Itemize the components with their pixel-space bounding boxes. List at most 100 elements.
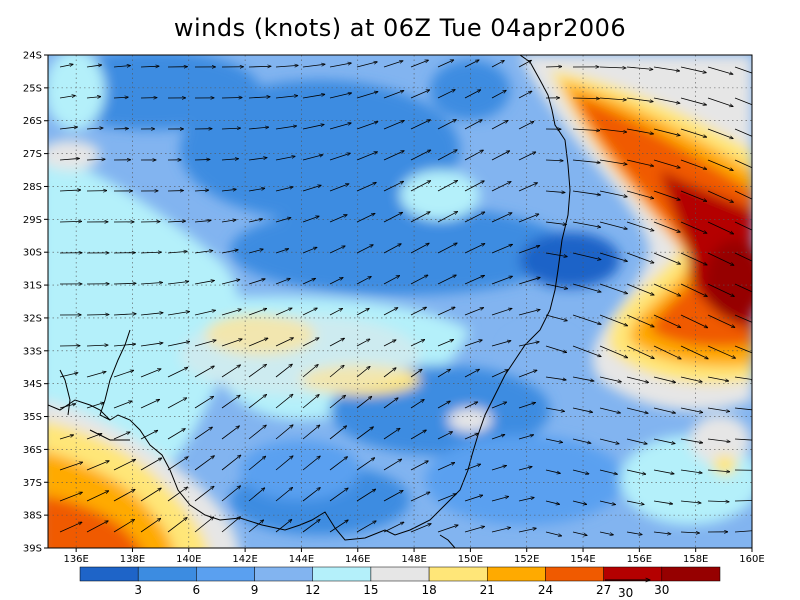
wind-arrow	[545, 376, 566, 380]
wind-arrow	[626, 407, 648, 413]
wind-arrow	[599, 128, 627, 132]
wind-arrow	[410, 340, 425, 347]
wind-arrow	[59, 435, 74, 440]
wind-arrow	[410, 243, 429, 254]
wind-arrow	[383, 459, 402, 471]
wind-arrow	[383, 490, 403, 502]
wind-arrow	[302, 338, 319, 347]
lon-tick-label: 150E	[458, 554, 483, 565]
wind-arrow	[572, 283, 601, 292]
wind-arrow	[410, 369, 422, 378]
wind-arrow	[275, 308, 292, 316]
wind-arrow	[464, 244, 485, 254]
wind-arrow	[329, 63, 351, 68]
wind-arrow	[626, 190, 654, 198]
wind-arrow	[545, 66, 562, 67]
colorbar-swatch	[312, 566, 372, 582]
wind-arrow	[356, 308, 369, 316]
wind-arrow	[464, 150, 483, 161]
wind-arrow	[437, 369, 450, 378]
lat-tick-label: 26S	[23, 116, 42, 127]
wind-arrow	[491, 434, 505, 440]
wind-arrow	[680, 500, 701, 503]
wind-arrow	[248, 279, 265, 285]
lon-tick-label: 148E	[401, 554, 426, 565]
wind-arrow	[86, 65, 102, 68]
wind-arrow	[680, 252, 707, 265]
wind-arrow	[248, 338, 268, 347]
wind-arrow	[221, 97, 242, 98]
wind-arrow	[140, 252, 161, 253]
wind-arrow	[302, 519, 320, 533]
lat-tick-label: 31S	[23, 281, 42, 292]
wind-arrow	[491, 370, 508, 378]
wind-arrow	[194, 280, 214, 285]
wind-arrow	[113, 401, 132, 409]
wind-speed-shading	[48, 55, 752, 548]
wind-arrow	[221, 339, 242, 347]
wind-arrow	[194, 486, 214, 502]
wind-arrow	[140, 369, 161, 378]
wind-arrow	[113, 432, 130, 440]
map-title: winds (knots) at 06Z Tue 04apr2006	[173, 14, 627, 42]
wind-arrow	[734, 314, 752, 323]
wind-arrow	[680, 407, 703, 412]
wind-arrow	[356, 62, 377, 68]
wind-arrow	[356, 245, 373, 254]
wind-arrow	[329, 278, 343, 285]
wind-arrow	[410, 275, 428, 285]
wind-arrow	[59, 462, 83, 471]
wind-arrow	[545, 438, 563, 442]
wind-arrow	[437, 212, 457, 223]
wind-arrow	[653, 500, 673, 504]
wind-arrow	[356, 213, 375, 223]
wind-arrow	[626, 128, 653, 134]
wind-arrow	[302, 247, 317, 254]
colorbar-label: 9	[251, 583, 259, 597]
lat-tick-label: 39S	[23, 544, 42, 555]
colorbar-label: 21	[480, 583, 495, 597]
wind-arrow	[437, 401, 450, 409]
wind-arrow	[248, 425, 266, 440]
wind-arrow	[680, 469, 702, 473]
colorbar-swatch	[428, 566, 488, 582]
wind-arrow	[491, 341, 511, 347]
colorbar-label: 27	[596, 583, 611, 597]
wind-arrow	[113, 459, 136, 471]
wind-arrow	[491, 466, 506, 471]
colorbar-label: 3	[134, 583, 142, 597]
wind-arrow	[653, 283, 681, 296]
wind-arrow	[626, 500, 644, 504]
wind-arrow	[653, 314, 681, 328]
wind-arrow	[707, 283, 734, 297]
lat-tick-label: 34S	[23, 379, 42, 390]
wind-arrow	[518, 91, 532, 99]
wind-arrow	[491, 496, 509, 502]
wind-arrow	[383, 244, 401, 254]
colorbar-label: 15	[363, 583, 378, 597]
wind-arrow	[248, 249, 263, 254]
wind-arrow	[194, 517, 214, 533]
wind-arrow	[356, 521, 376, 533]
wind-arrow	[464, 60, 479, 68]
wind-arrow	[707, 159, 733, 171]
wind-arrow	[383, 276, 400, 285]
wind-arrow	[167, 341, 190, 347]
latitude-axis: 24S 25S 26S 27S 28S 29S 30S 31S 32S 33S 34S 35S 36S 3…	[23, 51, 48, 555]
wind-arrow	[653, 438, 675, 444]
wind-arrow	[599, 531, 613, 535]
wind-arrow	[167, 398, 187, 409]
colorbar-label: 30	[654, 583, 669, 597]
wind-arrow	[167, 367, 188, 378]
wind-arrow	[329, 426, 347, 440]
wind-arrow	[221, 280, 240, 285]
wind-arrow	[194, 396, 214, 409]
wind-arrow	[167, 517, 187, 533]
wind-arrow	[275, 394, 293, 409]
wind-arrow	[275, 519, 292, 533]
lat-tick-label: 28S	[23, 182, 42, 193]
wind-arrow	[356, 122, 378, 130]
reference-vector: 30	[605, 580, 650, 600]
wind-arrow	[221, 309, 241, 316]
wind-arrow	[383, 368, 396, 378]
